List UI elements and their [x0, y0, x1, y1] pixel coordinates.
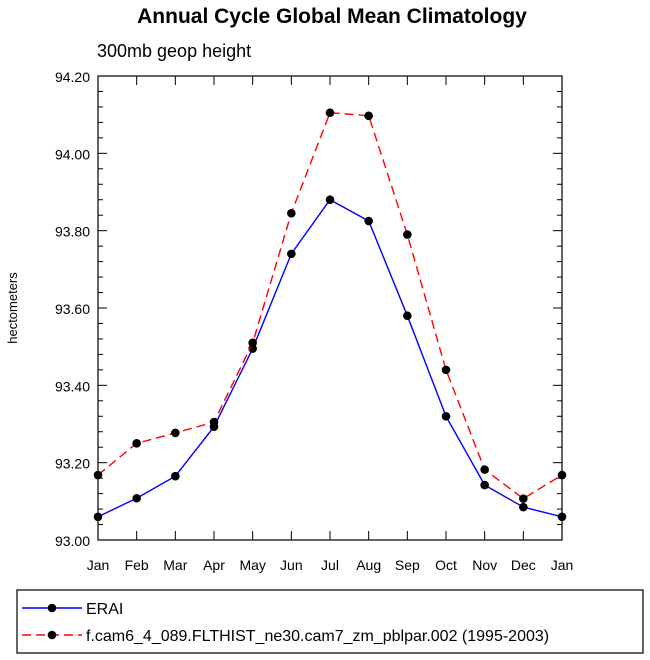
series-line-0	[97, 198, 563, 518]
y-tick-label: 94.00	[55, 146, 90, 162]
data-point	[171, 471, 180, 481]
data-point	[364, 111, 373, 121]
x-tick-label: Feb	[125, 557, 149, 573]
data-point	[519, 494, 528, 503]
data-point	[480, 480, 489, 490]
chart-title: Annual Cycle Global Mean Climatology	[137, 5, 527, 28]
data-point	[403, 311, 412, 321]
x-tick-label: Jan	[87, 557, 110, 573]
x-tick-label: Dec	[511, 557, 536, 573]
x-tick-label: Mar	[163, 557, 187, 573]
y-tick-label: 93.60	[55, 301, 90, 317]
axis-ticks: Jan Feb Mar Apr May Jun Jul Aug Sep Oct Nov Dec Jan 9…	[55, 69, 573, 573]
data-point	[325, 108, 335, 118]
data-point	[132, 439, 141, 448]
plot-frame	[97, 75, 563, 541]
legend-marker	[47, 630, 57, 640]
y-tick-label: 94.20	[55, 69, 90, 85]
data-point	[519, 502, 528, 512]
data-point	[480, 465, 489, 474]
data-point	[171, 428, 180, 438]
x-tick-label: Jun	[280, 557, 303, 573]
legend-label-0: ERAI	[86, 601, 123, 618]
data-point	[209, 417, 219, 427]
x-tick-label: Aug	[356, 557, 381, 573]
legend-label-1: f.cam6_4_089.FLTHIST_ne30.cam7_zm_pblpar…	[86, 628, 549, 645]
x-tick-label: Jul	[321, 557, 339, 573]
y-axis-label: hectometers	[5, 272, 20, 344]
y-tick-label: 93.40	[55, 378, 90, 394]
x-tick-label: Oct	[435, 557, 457, 573]
data-point	[93, 512, 103, 522]
data-point	[557, 470, 567, 480]
data-point	[248, 338, 257, 348]
series-layer	[93, 108, 567, 522]
y-tick-label: 93.00	[55, 533, 90, 549]
data-point	[441, 411, 451, 421]
legend: ERAI f.cam6_4_089.FLTHIST_ne30.cam7_zm_pb…	[22, 601, 549, 645]
data-point	[287, 208, 296, 218]
data-point	[93, 470, 103, 480]
x-tick-label: Sep	[395, 557, 420, 573]
data-point	[441, 365, 451, 375]
x-tick-label: May	[239, 557, 265, 573]
x-tick-label: Jan	[551, 557, 574, 573]
data-point	[132, 493, 141, 503]
x-tick-label: Apr	[203, 557, 225, 573]
data-point	[403, 230, 412, 239]
data-point	[557, 512, 567, 522]
y-tick-label: 93.80	[55, 224, 90, 240]
data-point	[325, 195, 335, 205]
series-line-1	[97, 111, 563, 500]
legend-marker	[47, 603, 57, 613]
x-tick-label: Nov	[472, 557, 497, 573]
legend-box	[16, 589, 644, 654]
y-tick-label: 93.20	[55, 456, 90, 472]
chart-subtitle: 300mb geop height	[97, 41, 251, 61]
data-point	[364, 216, 373, 226]
data-point	[287, 249, 296, 259]
